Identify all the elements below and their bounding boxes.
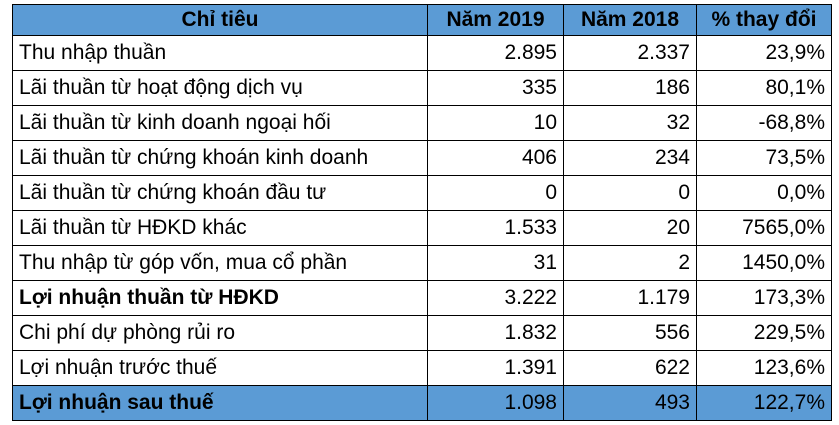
value-2018: 32 — [563, 105, 697, 141]
value-2018: 2 — [563, 245, 697, 281]
value-2018: 234 — [563, 140, 697, 176]
value-change: 80,1% — [696, 70, 832, 106]
value-2018: 1.179 — [563, 280, 697, 316]
value-2018: 493 — [563, 385, 697, 421]
table-row: Lãi thuần từ chứng khoán đầu tư 0 0 0,0% — [12, 175, 832, 211]
value-2019: 0 — [427, 175, 564, 211]
value-change: 229,5% — [696, 315, 832, 351]
value-2019: 10 — [427, 105, 564, 141]
row-label: Thu nhập từ góp vốn, mua cổ phần — [12, 245, 428, 281]
row-label: Thu nhập thuần — [12, 35, 428, 71]
value-2019: 2.895 — [427, 35, 564, 71]
value-2019: 1.098 — [427, 385, 564, 421]
value-change: 73,5% — [696, 140, 832, 176]
table-row: Lợi nhuận trước thuế 1.391 622 123,6% — [12, 350, 832, 386]
value-change: 7565,0% — [696, 210, 832, 246]
value-2018: 20 — [563, 210, 697, 246]
value-2019: 1.533 — [427, 210, 564, 246]
row-label: Lợi nhuận trước thuế — [12, 350, 428, 386]
row-label: Lãi thuần từ chứng khoán kinh doanh — [12, 140, 428, 176]
table-row-total: Lợi nhuận sau thuế 1.098 493 122,7% — [12, 385, 832, 421]
column-header-indicator: Chỉ tiêu — [12, 4, 428, 36]
row-label: Lợi nhuận sau thuế — [12, 385, 428, 421]
table-row: Lãi thuần từ HĐKD khác 1.533 20 7565,0% — [12, 210, 832, 246]
row-label: Lãi thuần từ chứng khoán đầu tư — [12, 175, 428, 211]
value-2019: 1.832 — [427, 315, 564, 351]
row-label: Chi phí dự phòng rủi ro — [12, 315, 428, 351]
table-row-subtotal: Lợi nhuận thuần từ HĐKD 3.222 1.179 173,… — [12, 280, 832, 316]
value-2019: 335 — [427, 70, 564, 106]
table-row: Lãi thuần từ hoạt động dịch vụ 335 186 8… — [12, 70, 832, 106]
value-change: 123,6% — [696, 350, 832, 386]
row-label: Lãi thuần từ kinh doanh ngoại hối — [12, 105, 428, 141]
value-2018: 0 — [563, 175, 697, 211]
table-row: Lãi thuần từ chứng khoán kinh doanh 406 … — [12, 140, 832, 176]
value-change: 122,7% — [696, 385, 832, 421]
column-header-change: % thay đổi — [696, 4, 832, 36]
value-2019: 31 — [427, 245, 564, 281]
value-change: -68,8% — [696, 105, 832, 141]
table-row: Chi phí dự phòng rủi ro 1.832 556 229,5% — [12, 315, 832, 351]
value-change: 23,9% — [696, 35, 832, 71]
table-row: Lãi thuần từ kinh doanh ngoại hối 10 32 … — [12, 105, 832, 141]
column-header-2019: Năm 2019 — [427, 4, 564, 36]
column-header-2018: Năm 2018 — [563, 4, 697, 36]
table-header-row: Chỉ tiêu Năm 2019 Năm 2018 % thay đổi — [12, 4, 832, 36]
row-label: Lợi nhuận thuần từ HĐKD — [12, 280, 428, 316]
value-2018: 622 — [563, 350, 697, 386]
table-row: Thu nhập thuần 2.895 2.337 23,9% — [12, 35, 832, 71]
value-2019: 3.222 — [427, 280, 564, 316]
value-change: 173,3% — [696, 280, 832, 316]
value-2018: 186 — [563, 70, 697, 106]
row-label: Lãi thuần từ hoạt động dịch vụ — [12, 70, 428, 106]
value-change: 0,0% — [696, 175, 832, 211]
value-2019: 406 — [427, 140, 564, 176]
table-body: Thu nhập thuần 2.895 2.337 23,9% Lãi thu… — [12, 35, 832, 421]
value-2018: 2.337 — [563, 35, 697, 71]
financial-table-container: Chỉ tiêu Năm 2019 Năm 2018 % thay đổi Th… — [0, 4, 839, 425]
value-2018: 556 — [563, 315, 697, 351]
financial-results-table: Chỉ tiêu Năm 2019 Năm 2018 % thay đổi Th… — [12, 4, 832, 421]
value-2019: 1.391 — [427, 350, 564, 386]
table-row: Thu nhập từ góp vốn, mua cổ phần 31 2 14… — [12, 245, 832, 281]
value-change: 1450,0% — [696, 245, 832, 281]
row-label: Lãi thuần từ HĐKD khác — [12, 210, 428, 246]
